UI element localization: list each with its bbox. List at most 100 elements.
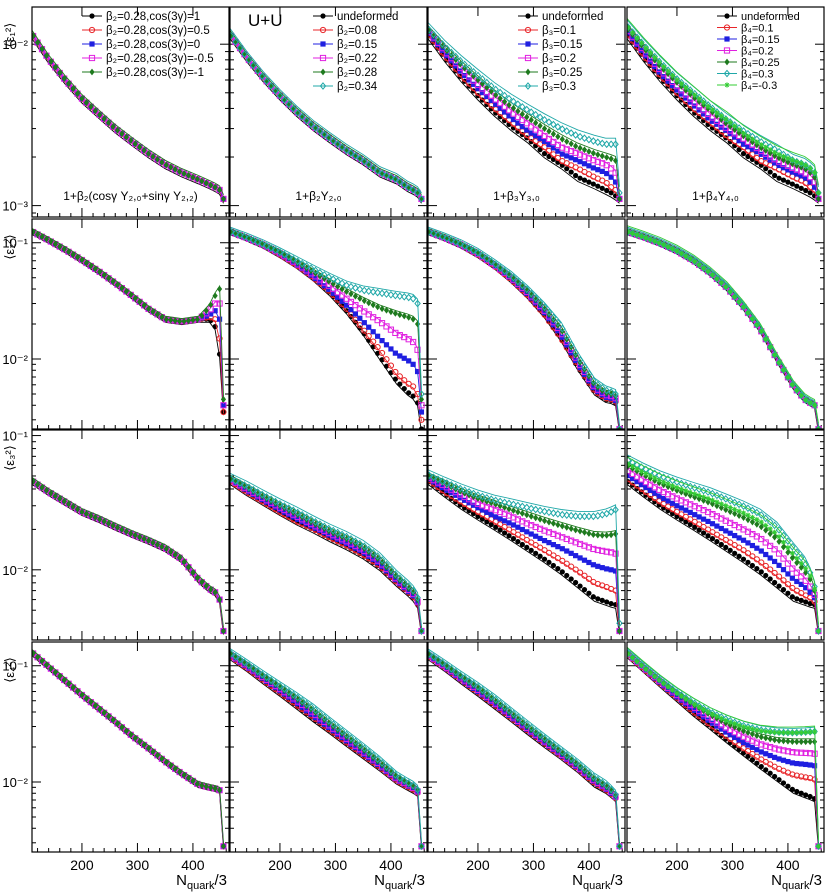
data-point [387, 362, 395, 369]
data-point [550, 151, 557, 158]
data-point [652, 490, 658, 496]
data-point [554, 122, 562, 131]
data-point [687, 88, 693, 94]
data-point [448, 48, 455, 57]
data-point [608, 567, 614, 573]
data-point [616, 195, 623, 203]
data-point [604, 599, 610, 605]
y-tick-label: 10⁻¹ [2, 429, 28, 444]
panel-frame [626, 6, 825, 218]
data-point [527, 289, 535, 298]
data-point [70, 684, 76, 691]
data-point [510, 536, 517, 542]
data-point [559, 144, 566, 151]
data-point [616, 842, 623, 851]
data-point [430, 30, 437, 39]
data-point [272, 499, 279, 507]
data-point [400, 181, 408, 189]
data-point [330, 534, 336, 540]
data-point [763, 144, 769, 150]
data-point [255, 490, 261, 498]
data-point [114, 720, 121, 727]
data-point [216, 186, 223, 194]
data-point [316, 127, 324, 136]
data-point [510, 529, 517, 536]
data-point [523, 105, 531, 114]
data-point [250, 61, 257, 70]
data-point [590, 376, 597, 385]
data-point [763, 522, 769, 529]
data-point [443, 661, 451, 670]
data-point [519, 518, 526, 525]
data-point [780, 531, 787, 540]
data-point [443, 44, 451, 53]
data-point [501, 109, 508, 115]
series-line [428, 475, 620, 630]
data-point [220, 627, 227, 635]
data-point [585, 769, 593, 777]
data-point [532, 505, 539, 514]
panel-frame [229, 6, 428, 218]
data-point [452, 52, 459, 61]
data-point [374, 288, 381, 297]
data-point [568, 756, 574, 764]
data-point [718, 504, 724, 512]
data-point [736, 512, 742, 519]
data-point [276, 91, 284, 100]
data-point [802, 577, 809, 584]
data-point [581, 528, 588, 536]
data-point [409, 186, 417, 194]
series-2 [32, 650, 227, 849]
series-5 [627, 226, 822, 429]
data-point [484, 509, 490, 515]
data-point [744, 504, 752, 513]
data-point [199, 177, 205, 185]
data-point [378, 169, 386, 178]
data-point [595, 596, 601, 602]
data-point [457, 495, 463, 501]
data-point [159, 543, 165, 551]
data-point [506, 520, 512, 526]
data-point [258, 72, 266, 81]
data-point [749, 506, 756, 515]
series-6 [627, 456, 822, 634]
data-point [406, 313, 412, 321]
data-point [474, 491, 482, 500]
data-point [718, 501, 724, 507]
data-point [216, 300, 223, 307]
data-point [479, 686, 486, 694]
data-point [586, 163, 592, 169]
data-point [607, 508, 615, 516]
data-point [338, 727, 346, 735]
data-point [470, 246, 477, 255]
data-point [298, 112, 306, 121]
series-line [627, 225, 819, 424]
data-point [604, 170, 610, 177]
data-point [678, 91, 684, 97]
data-point [163, 758, 169, 766]
data-point [203, 179, 209, 187]
data-point [550, 316, 557, 324]
data-point [434, 475, 442, 484]
data-point [736, 535, 742, 541]
data-point [466, 68, 472, 76]
data-point [678, 81, 684, 87]
data-point [807, 573, 813, 579]
data-point [803, 585, 809, 591]
series-line [428, 650, 620, 844]
data-point [581, 765, 588, 774]
data-point [330, 280, 336, 288]
data-point [361, 744, 368, 753]
data-point [434, 655, 442, 664]
data-point [594, 775, 602, 784]
series-3 [627, 468, 822, 635]
series-line [230, 479, 422, 632]
data-point [634, 35, 640, 41]
data-point [807, 583, 814, 590]
data-point [361, 157, 368, 166]
data-point [754, 141, 760, 149]
data-point [406, 584, 412, 592]
data-point [263, 673, 270, 682]
data-point [294, 257, 301, 266]
data-point [767, 344, 773, 350]
